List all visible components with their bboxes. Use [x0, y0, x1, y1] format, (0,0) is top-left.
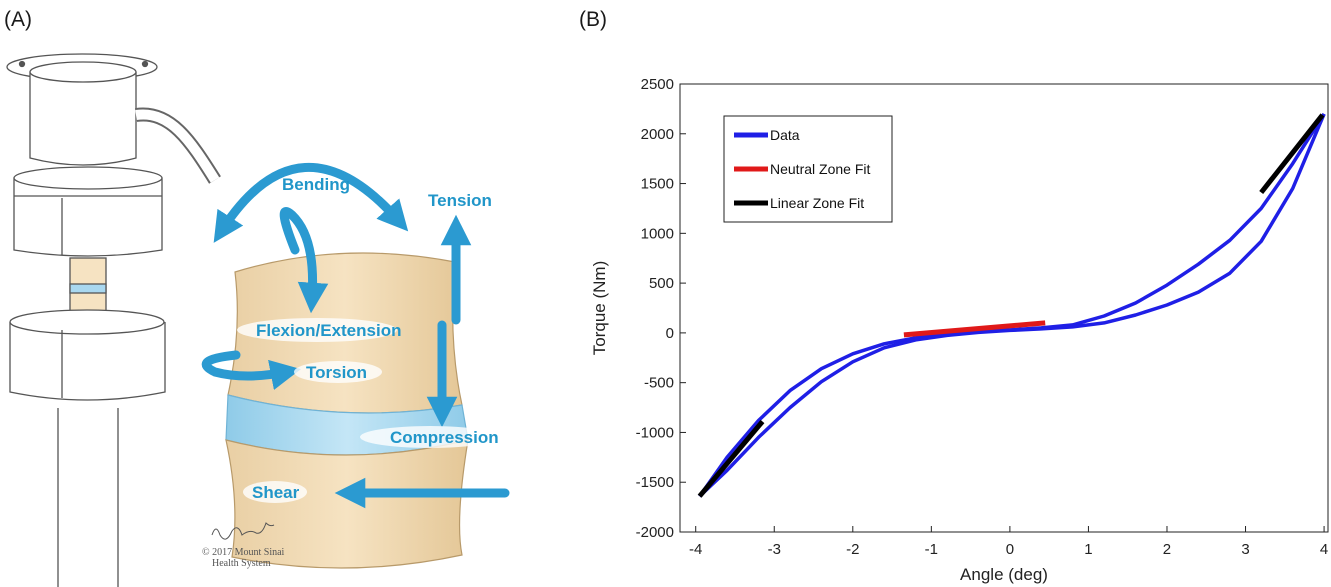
- data-curve-unloading: [698, 113, 1326, 498]
- y-tick-label: -1500: [636, 474, 674, 491]
- y-tick-label: -500: [644, 375, 674, 392]
- x-tick-label: 1: [1084, 541, 1092, 558]
- load-arrows: [201, 163, 510, 509]
- y-tick-label: -1000: [636, 424, 674, 441]
- spine-loading-illustration: Bending Tension Flexion/Extension Torsio…: [6, 53, 510, 587]
- y-tick-label: 0: [666, 325, 674, 342]
- y-axis-label: Torque (Nm): [590, 261, 609, 355]
- y-tick-label: 2000: [641, 126, 674, 143]
- x-tick-label: 0: [1006, 541, 1014, 558]
- legend-label-linear: Linear Zone Fit: [770, 195, 864, 211]
- legend: Data Neutral Zone Fit Linear Zone Fit: [723, 115, 893, 223]
- y-tick-label: 500: [649, 275, 674, 292]
- label-tension: Tension: [428, 191, 492, 210]
- x-tick-label: 2: [1163, 541, 1171, 558]
- panel-a-label: (A): [4, 8, 32, 31]
- y-tick-label: 2500: [641, 76, 674, 93]
- x-tick-label: 4: [1320, 541, 1328, 558]
- neutral-zone-fit-line: [903, 320, 1046, 338]
- x-tick-label: -4: [689, 541, 702, 558]
- panel-b-label: (B): [579, 8, 607, 31]
- y-tick-label: -2000: [636, 524, 674, 541]
- label-flexion-extension: Flexion/Extension: [256, 321, 401, 340]
- y-tick-label: 1500: [641, 176, 674, 193]
- x-tick-label: -3: [768, 541, 781, 558]
- linear-zone-fit-line: [1259, 113, 1325, 195]
- chart-series: [697, 112, 1326, 498]
- x-axis-label: Angle (deg): [960, 565, 1048, 584]
- x-tick-label: -1: [925, 541, 938, 558]
- y-tick-label: 1000: [641, 225, 674, 242]
- label-torsion: Torsion: [306, 363, 367, 382]
- linear-zone-fit-line: [697, 419, 765, 498]
- x-tick-label: 3: [1241, 541, 1249, 558]
- label-bending: Bending: [282, 175, 350, 194]
- signature-mark: [211, 522, 275, 540]
- testing-machine: [6, 53, 221, 587]
- label-compression: Compression: [390, 428, 499, 447]
- copyright-line-2: Health System: [212, 558, 271, 569]
- plot-frame: [679, 83, 1329, 533]
- chart-axes: -4 -3 -2 -1 0 1 2 3 4 -2000 -1500 -1000 -500 0 500 1000…: [636, 76, 1329, 558]
- legend-label-neutral: Neutral Zone Fit: [770, 161, 870, 177]
- label-shear: Shear: [252, 483, 300, 502]
- x-tick-label: -2: [846, 541, 859, 558]
- legend-label-data: Data: [770, 127, 800, 143]
- copyright-line-1: © 2017 Mount Sinai: [202, 547, 285, 558]
